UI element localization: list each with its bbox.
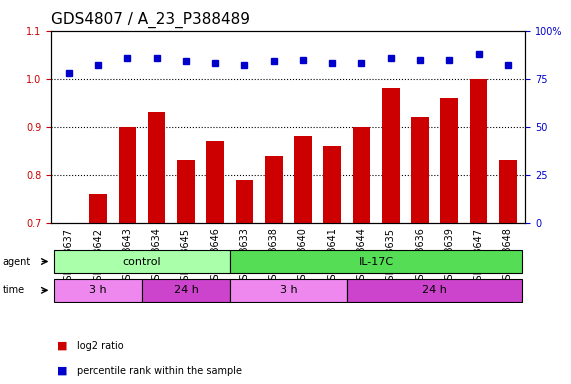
Text: ■: ■ bbox=[57, 341, 67, 351]
Bar bbox=[499, 161, 517, 384]
Bar bbox=[470, 79, 487, 384]
Text: 24 h: 24 h bbox=[174, 285, 198, 295]
Bar bbox=[90, 194, 107, 384]
Text: IL-17C: IL-17C bbox=[359, 257, 393, 266]
Text: GDS4807 / A_23_P388489: GDS4807 / A_23_P388489 bbox=[51, 12, 251, 28]
Bar bbox=[148, 113, 166, 384]
Bar bbox=[265, 156, 283, 384]
Text: 24 h: 24 h bbox=[422, 285, 447, 295]
FancyBboxPatch shape bbox=[54, 278, 142, 302]
Bar bbox=[177, 161, 195, 384]
Text: log2 ratio: log2 ratio bbox=[77, 341, 124, 351]
Bar bbox=[411, 117, 429, 384]
Text: percentile rank within the sample: percentile rank within the sample bbox=[77, 366, 242, 376]
Text: control: control bbox=[123, 257, 162, 266]
Bar bbox=[323, 146, 341, 384]
FancyBboxPatch shape bbox=[347, 278, 522, 302]
Bar bbox=[207, 141, 224, 384]
Text: time: time bbox=[3, 285, 25, 295]
FancyBboxPatch shape bbox=[230, 250, 522, 273]
Bar bbox=[353, 127, 370, 384]
Text: 3 h: 3 h bbox=[280, 285, 297, 295]
Text: ■: ■ bbox=[57, 366, 67, 376]
FancyBboxPatch shape bbox=[54, 250, 230, 273]
Text: agent: agent bbox=[3, 257, 31, 266]
Bar bbox=[440, 98, 458, 384]
FancyBboxPatch shape bbox=[142, 278, 230, 302]
Bar bbox=[382, 88, 400, 384]
Text: 3 h: 3 h bbox=[90, 285, 107, 295]
Bar bbox=[60, 223, 78, 384]
FancyBboxPatch shape bbox=[230, 278, 347, 302]
Bar bbox=[119, 127, 136, 384]
Bar bbox=[236, 180, 254, 384]
Bar bbox=[294, 136, 312, 384]
